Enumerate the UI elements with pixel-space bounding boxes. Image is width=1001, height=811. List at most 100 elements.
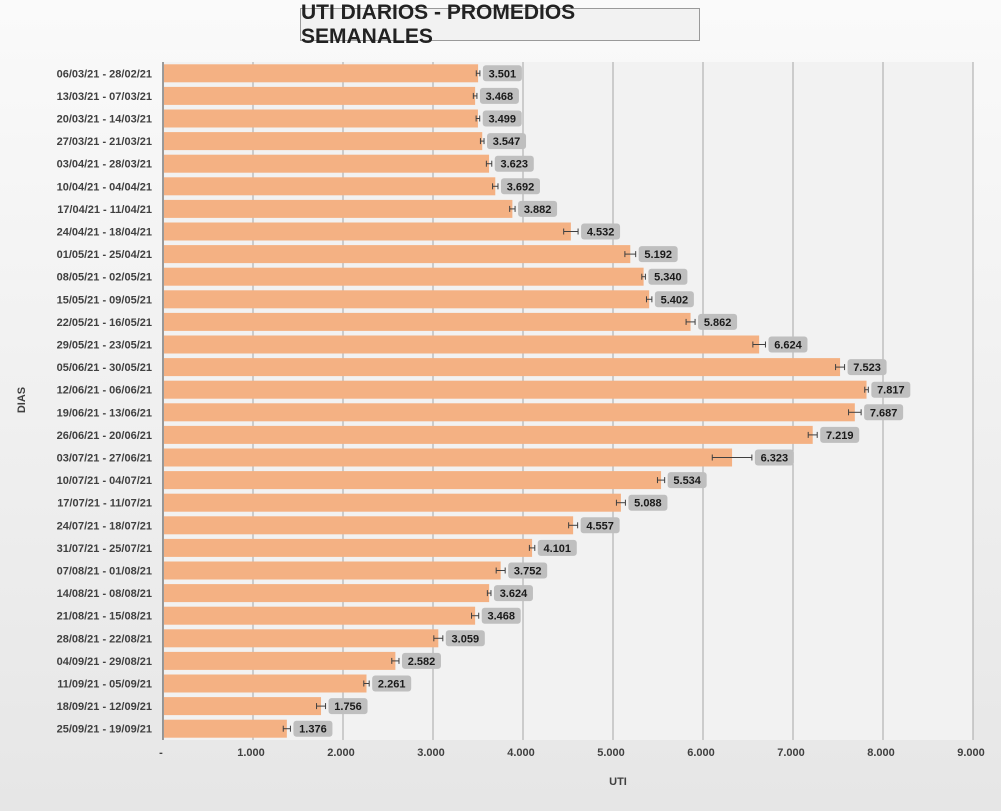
data-label: 3.547 [493,136,521,148]
bar [164,245,631,264]
x-tick-label: 4.000 [507,747,535,759]
bar [164,154,490,173]
category-label: 05/06/21 - 30/05/21 [57,362,152,374]
data-label: 7.817 [877,385,905,397]
data-label-bg [847,359,887,376]
category-label: 10/04/21 - 04/04/21 [57,181,152,193]
data-label: 4.557 [586,520,614,532]
data-label: 5.862 [704,317,732,329]
data-label-bg [667,472,707,489]
chart-title: UTI DIARIOS - PROMEDIOS SEMANALES [300,1,700,48]
data-label: 7.523 [853,362,881,374]
data-label: 7.219 [826,430,854,442]
x-tick-label: 3.000 [417,747,445,759]
bar [164,312,691,331]
data-label: 4.532 [587,227,615,239]
data-label-bg [493,585,533,602]
bar [164,674,367,693]
data-label-bg [698,313,738,330]
data-label-bg [820,426,860,443]
bar [164,697,322,716]
data-label: 3.623 [501,159,529,171]
data-label-bg [401,652,441,669]
data-label: 4.101 [544,543,572,555]
data-label-bg [494,155,534,172]
category-label: 14/08/21 - 08/08/21 [57,588,152,600]
data-label: 6.624 [774,340,802,352]
category-label: 24/04/21 - 18/04/21 [57,227,152,239]
category-label: 21/08/21 - 15/08/21 [57,611,152,623]
data-label-bg [372,675,412,692]
category-label: 25/09/21 - 19/09/21 [57,724,152,736]
category-labels-group: 06/03/21 - 28/02/21 13/03/21 - 07/03/21 20… [57,68,152,735]
data-label-bg [754,449,794,466]
category-label: 29/05/21 - 23/05/21 [57,340,152,352]
bar [164,267,644,286]
data-label: 1.756 [334,701,362,713]
bar [164,177,496,196]
bar [164,606,476,625]
category-label: 11/09/21 - 05/09/21 [57,679,152,691]
bars-group: 3.501 3.468 3.499 3.547 3.623 3.692 3.882 4.532… [164,64,911,738]
x-tick-label: 8.000 [867,747,895,759]
data-label-bg [487,133,527,150]
data-label: 3.882 [524,204,552,216]
bar [164,109,478,128]
bar [164,719,287,738]
bar [164,516,574,535]
bar [164,64,479,83]
bar [164,132,483,151]
data-label-bg [482,65,522,82]
bar [164,584,490,603]
data-label: 3.499 [488,114,516,126]
data-label-bg [293,720,333,737]
data-label-bg [500,178,540,195]
x-tick-label: 2.000 [327,747,355,759]
x-axis-label: UTI [609,776,627,788]
data-label-bg [654,291,694,308]
data-label: 7.687 [870,407,898,419]
category-label: 17/04/21 - 11/04/21 [57,204,152,216]
plot-area [163,62,973,740]
data-label: 5.192 [644,249,672,261]
category-label: 03/07/21 - 27/06/21 [57,453,152,465]
data-label: 3.468 [487,611,515,623]
category-label: 22/05/21 - 16/05/21 [57,317,152,329]
bar [164,403,855,422]
data-label-bg [481,607,521,624]
category-label: 10/07/21 - 04/07/21 [57,475,152,487]
data-label-bg [580,517,620,534]
bar [164,199,513,218]
data-label-bg [328,698,368,715]
data-label-bg [537,539,577,556]
category-label: 18/09/21 - 12/09/21 [57,701,152,713]
data-label-bg [768,336,808,353]
data-label-bg [628,494,668,511]
x-tick-label: 7.000 [777,747,805,759]
x-tick-label: 1.000 [237,747,265,759]
bar [164,335,760,354]
data-label: 3.059 [452,633,480,645]
x-tick-label: 6.000 [687,747,715,759]
bar [164,471,662,490]
bar [164,86,476,105]
bar [164,561,501,580]
data-label: 5.088 [634,498,662,510]
bar [164,358,841,377]
category-label: 03/04/21 - 28/03/21 [57,159,152,171]
data-label: 5.402 [661,294,689,306]
bar [164,222,571,241]
category-label: 01/05/21 - 25/04/21 [57,249,152,261]
bar [164,448,733,467]
data-label: 3.692 [507,181,535,193]
data-label-bg [479,87,519,104]
x-tick-label: - [159,747,163,759]
data-label-bg [508,562,548,579]
category-label: 24/07/21 - 18/07/21 [57,520,152,532]
x-tick-label: 9.000 [957,747,985,759]
data-label: 3.752 [514,566,542,578]
bar [164,380,867,399]
data-label-bg [581,223,621,240]
